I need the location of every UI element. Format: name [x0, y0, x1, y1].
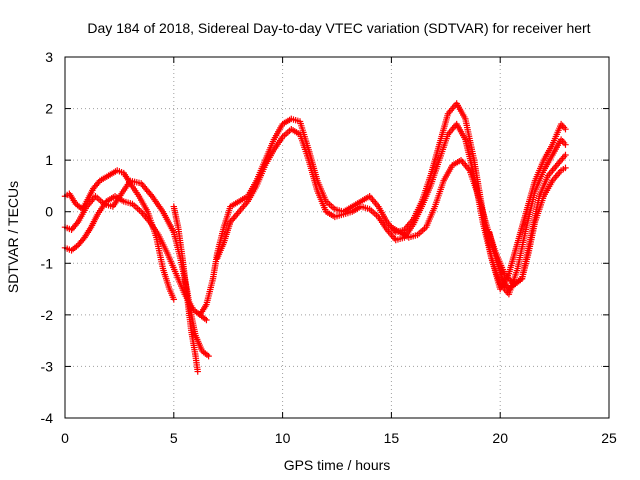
y-tick-label: 2: [45, 101, 53, 117]
y-tick-label: 1: [45, 152, 53, 168]
x-tick-label: 0: [61, 430, 69, 446]
y-tick-label: 3: [45, 49, 53, 65]
x-tick-label: 15: [384, 430, 400, 446]
data-point: [562, 126, 569, 133]
series-trace-f: [214, 120, 569, 298]
data-series: [61, 100, 569, 375]
data-point: [205, 352, 212, 360]
data-point: [170, 296, 177, 303]
plot-frame: [64, 56, 610, 419]
y-axis-label: SDTVAR / TECUs: [5, 181, 21, 293]
data-point: [203, 316, 210, 324]
y-tick-label: 0: [45, 204, 53, 220]
data-point: [194, 368, 201, 375]
axis-ticks: 0 5 10 15 20 25 -4 -3 -2 -1 0 1 2 3: [41, 49, 617, 446]
grid: [65, 57, 609, 418]
x-tick-label: 10: [275, 430, 291, 446]
x-tick-label: 25: [601, 430, 617, 446]
data-point: [562, 164, 569, 172]
series-trace-h: [486, 164, 569, 293]
chart-title: Day 184 of 2018, Sidereal Day-to-day VTE…: [87, 20, 590, 36]
x-axis-label: GPS time / hours: [284, 457, 391, 473]
y-tick-label: -3: [41, 358, 54, 374]
y-tick-label: -1: [41, 255, 54, 271]
data-point: [562, 141, 569, 148]
data-point: [562, 151, 569, 159]
x-tick-label: 5: [170, 430, 178, 446]
y-tick-label: -4: [41, 410, 54, 426]
x-tick-label: 20: [492, 430, 508, 446]
series-trace-d: [170, 203, 201, 375]
y-tick-label: -2: [41, 307, 54, 323]
